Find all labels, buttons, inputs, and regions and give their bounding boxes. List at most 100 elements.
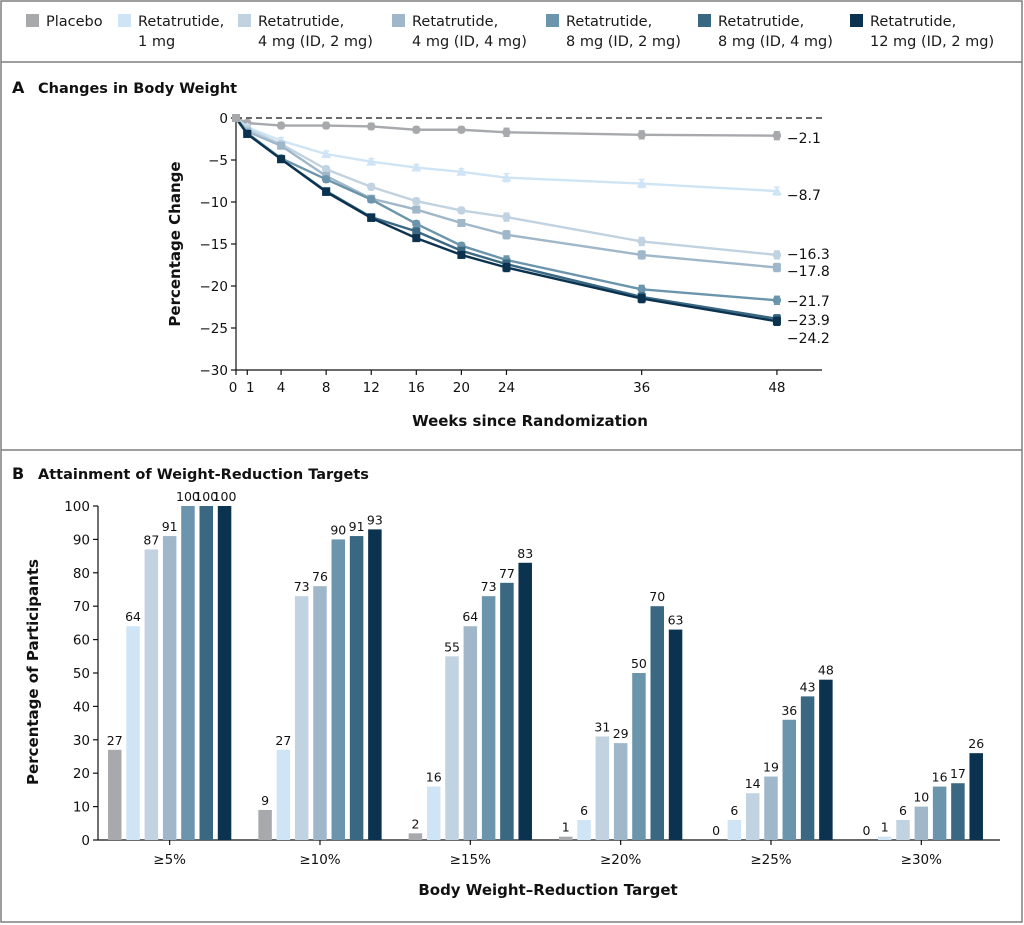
series-line-placebo [235, 116, 777, 137]
data-point [412, 205, 421, 214]
bar-value-label: 64 [462, 609, 478, 624]
category-label: ≥5% [153, 852, 186, 868]
data-point [501, 172, 512, 182]
end-value-label: −24.2 [787, 331, 830, 347]
legend-swatch [392, 14, 405, 27]
bar-r12_2 [368, 529, 382, 840]
data-point [243, 129, 252, 138]
legend-label-line1: Retatrutide, [870, 14, 956, 30]
legend-label-line2: 8 mg (ID, 4 mg) [718, 34, 833, 50]
data-point [457, 246, 466, 255]
panel-a-x-tick-label: 36 [633, 380, 650, 396]
legend-item-r4_2: Retatrutide, 4 mg (ID, 2 mg) [238, 14, 373, 50]
panel-b-y-tick-label: 40 [73, 699, 90, 715]
data-point [457, 125, 466, 134]
panel-a-xlabel: Weeks since Randomization [412, 412, 648, 430]
data-point [367, 195, 376, 204]
data-point [637, 294, 646, 303]
bar-value-label: 1 [562, 820, 570, 835]
bar-r4_2 [445, 656, 459, 840]
end-value-label: −17.8 [787, 264, 830, 280]
bar-value-label: 73 [294, 579, 310, 594]
data-point [636, 178, 647, 188]
bar-r1 [877, 836, 892, 840]
bar-value-label: 83 [517, 546, 533, 561]
bar-value-label: 91 [162, 519, 178, 534]
bar-value-label: 73 [481, 579, 497, 594]
bar-value-label: 19 [763, 760, 779, 775]
bar-value-label: 63 [668, 613, 684, 628]
end-value-label: −8.7 [787, 188, 821, 204]
category-label: ≥20% [600, 852, 641, 868]
bar-value-label: 29 [613, 726, 629, 741]
bar-value-label: 76 [312, 569, 328, 584]
panel-b-plot: 010203040506070809010027648791100100100≥… [64, 489, 1000, 868]
panel-a-x-tick-label: 48 [768, 380, 785, 396]
legend-swatch [850, 14, 863, 27]
legend-item-r8_2: Retatrutide, 8 mg (ID, 2 mg) [546, 14, 681, 50]
end-value-label: −21.7 [787, 294, 830, 310]
panel-b-xlabel: Body Weight–Reduction Target [418, 881, 677, 899]
bar-r8_2 [181, 506, 195, 840]
data-point [502, 263, 511, 272]
legend-label-line1: Retatrutide, [412, 14, 498, 30]
legend-item-r12_2: Retatrutide, 12 mg (ID, 2 mg) [850, 14, 994, 50]
legend-item-r4_4: Retatrutide, 4 mg (ID, 4 mg) [392, 14, 527, 50]
end-value-label: −2.1 [787, 131, 821, 147]
bar-value-label: 1 [881, 820, 889, 835]
panel-a-x-tick-label: 12 [363, 380, 380, 396]
data-point [321, 165, 331, 174]
legend-swatch [698, 14, 711, 27]
panel-a-x-tick-label: 8 [322, 380, 331, 396]
data-point [637, 237, 646, 246]
bar-value-label: 87 [143, 532, 159, 547]
bar-r8_4 [951, 783, 965, 840]
data-point [322, 187, 331, 196]
data-point [411, 162, 422, 172]
bar-r4_4 [313, 586, 327, 840]
panel-a-y-tick-label: −10 [200, 195, 229, 211]
panel-a-y-tick-label: 0 [219, 111, 228, 127]
bar-value-label: 64 [125, 609, 141, 624]
panel-b-y-tick-label: 50 [73, 666, 90, 682]
bar-r4_4 [914, 806, 929, 840]
panel-a-y-tick-label: −5 [208, 153, 228, 169]
data-point [502, 230, 511, 239]
data-point [502, 212, 511, 222]
data-point [457, 219, 466, 227]
data-point [412, 227, 421, 236]
bar-value-label: 6 [580, 803, 588, 818]
data-point [367, 182, 376, 192]
legend-label-line2: 8 mg (ID, 2 mg) [566, 34, 681, 50]
data-point [502, 128, 511, 137]
bar-value-label: 6 [899, 803, 907, 818]
bar-value-label: 77 [499, 566, 515, 581]
bar-r4_4 [764, 776, 778, 840]
bar-value-label: 50 [631, 656, 647, 671]
data-point [637, 250, 646, 259]
series-line-r12_2 [235, 117, 778, 323]
series-line-r1 [235, 117, 777, 193]
legend-label-line2: 4 mg (ID, 2 mg) [258, 34, 373, 50]
data-point [637, 130, 646, 139]
bar-r8_2 [331, 539, 346, 840]
legend: Placebo Retatrutide, 1 mg Retatrutide, 4 mg … [26, 14, 994, 50]
panel-a-title: Changes in Body Weight [38, 81, 237, 97]
legend-item-r1: Retatrutide, 1 mg [118, 14, 224, 50]
panel-a-x-tick-label: 20 [453, 380, 470, 396]
category-label: ≥25% [750, 852, 791, 868]
legend-label-line2: 12 mg (ID, 2 mg) [870, 34, 994, 50]
bar-r12_2 [217, 506, 232, 840]
data-point [456, 166, 467, 176]
bar-r1 [577, 819, 591, 840]
data-point [321, 175, 331, 184]
bar-value-label: 100 [213, 489, 237, 504]
bar-value-label: 90 [330, 522, 346, 537]
bar-r8_2 [782, 719, 797, 840]
panel-a-y-tick-label: −20 [200, 279, 229, 295]
panel-b-y-tick-label: 0 [81, 833, 90, 849]
